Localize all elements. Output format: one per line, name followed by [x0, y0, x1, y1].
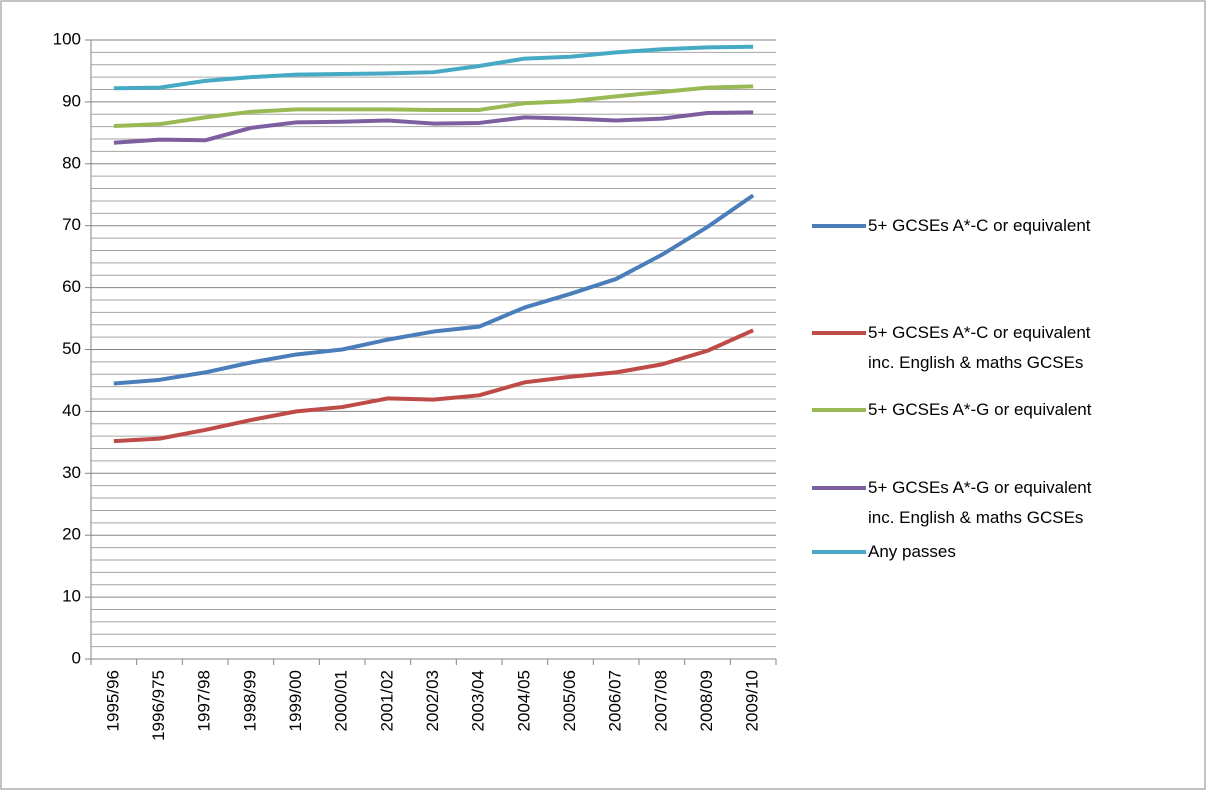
series-line [113, 193, 755, 386]
y-tick-label: 80 [62, 153, 81, 172]
series-line [113, 84, 754, 129]
y-tick-label: 60 [62, 277, 81, 296]
series-line [113, 328, 754, 444]
legend-label: 5+ GCSEs A*-C or equivalent [868, 216, 1091, 235]
x-tick-label: 2005/06 [560, 670, 579, 731]
legend-swatch [812, 408, 866, 412]
legend-swatch [812, 331, 866, 335]
legend-swatch [812, 550, 866, 554]
y-tick-label: 50 [62, 339, 81, 358]
legend-label: 5+ GCSEs A*-C or equivalent inc. English… [868, 323, 1091, 372]
x-tick-label: 1996/975 [149, 670, 168, 741]
y-tick-label: 90 [62, 91, 81, 110]
y-tick-label: 100 [53, 29, 81, 48]
x-tick-label: 2007/08 [651, 670, 670, 731]
y-tick-label: 30 [62, 463, 81, 482]
x-tick-label: 2006/07 [606, 670, 625, 731]
x-tick-label: 2008/09 [697, 670, 716, 731]
legend-label: 5+ GCSEs A*-G or equivalent inc. English… [868, 478, 1092, 527]
y-tick-label: 40 [62, 401, 81, 420]
legend-label: 5+ GCSEs A*-G or equivalent [868, 400, 1092, 419]
legend-label: Any passes [868, 542, 956, 561]
y-tick-label: 10 [62, 587, 81, 606]
x-tick-label: 1998/99 [240, 670, 259, 731]
x-tick-label: 2002/03 [423, 670, 442, 731]
x-tick-label: 2003/04 [469, 670, 488, 731]
x-tick-label: 1995/96 [103, 670, 122, 731]
y-tick-label: 0 [72, 648, 81, 667]
series-line [113, 44, 754, 91]
series-line [113, 110, 754, 145]
x-tick-label: 1997/98 [195, 670, 214, 731]
x-tick-label: 2001/02 [377, 670, 396, 731]
y-tick-label: 20 [62, 525, 81, 544]
legend-swatch [812, 224, 866, 228]
x-tick-label: 2000/01 [332, 670, 351, 731]
x-tick-label: 2004/05 [514, 670, 533, 731]
x-tick-label: 1999/00 [286, 670, 305, 731]
y-tick-label: 70 [62, 215, 81, 234]
x-tick-label: 2009/10 [743, 670, 762, 731]
legend-swatch [812, 486, 866, 490]
